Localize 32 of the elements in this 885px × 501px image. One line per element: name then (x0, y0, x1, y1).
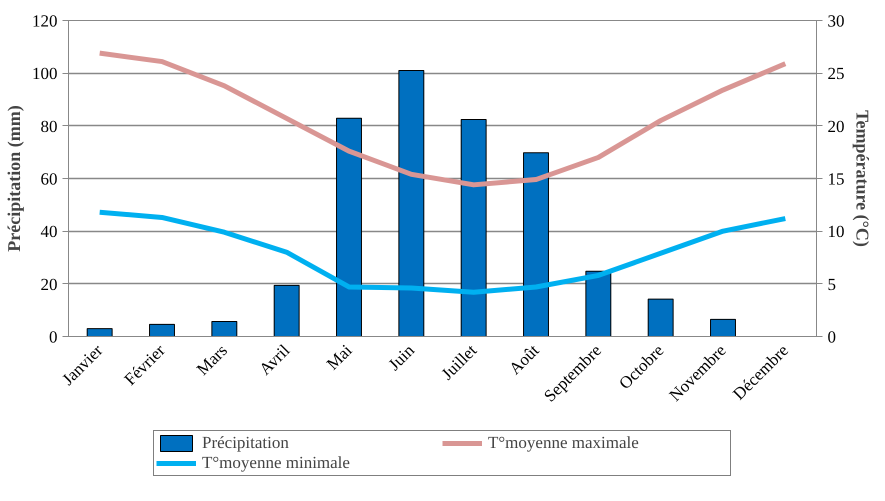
bar (336, 118, 362, 336)
y2-tick-label: 20 (828, 116, 844, 136)
x-tick-label: Juin (384, 340, 418, 374)
y-axis-title: Précipitation (mm) (4, 105, 24, 252)
legend-label: T°moyenne maximale (488, 432, 640, 452)
bar (648, 298, 674, 336)
y-tick-label: 60 (40, 170, 58, 188)
bar (585, 270, 612, 336)
y2-tick-label: 15 (828, 170, 844, 188)
bar (211, 320, 238, 336)
y-tick-label: 80 (40, 116, 58, 136)
y2-tick-label: 25 (828, 64, 844, 84)
x-tick-label: Mai (322, 340, 356, 374)
legend-label: T°moyenne minimale (202, 452, 351, 472)
y2-tick-label: 0 (828, 328, 836, 346)
y2-tick-label: 10 (828, 222, 844, 242)
legend-label: Précipitation (202, 432, 290, 452)
y-tick-label: 20 (40, 274, 58, 294)
bar (274, 284, 300, 336)
y2-axis-title: Température (°C) (852, 110, 872, 247)
y2-tick-label: 30 (828, 12, 844, 30)
y-tick-label: 120 (32, 12, 58, 30)
bar (149, 324, 175, 336)
bar (398, 70, 424, 336)
bar (710, 318, 736, 336)
bar (460, 119, 487, 336)
y-tick-label: 0 (49, 328, 58, 346)
y-tick-label: 40 (40, 222, 58, 242)
y2-tick-label: 5 (828, 274, 836, 294)
bar (86, 328, 113, 336)
bar (523, 152, 549, 336)
y-tick-label: 100 (32, 64, 58, 84)
